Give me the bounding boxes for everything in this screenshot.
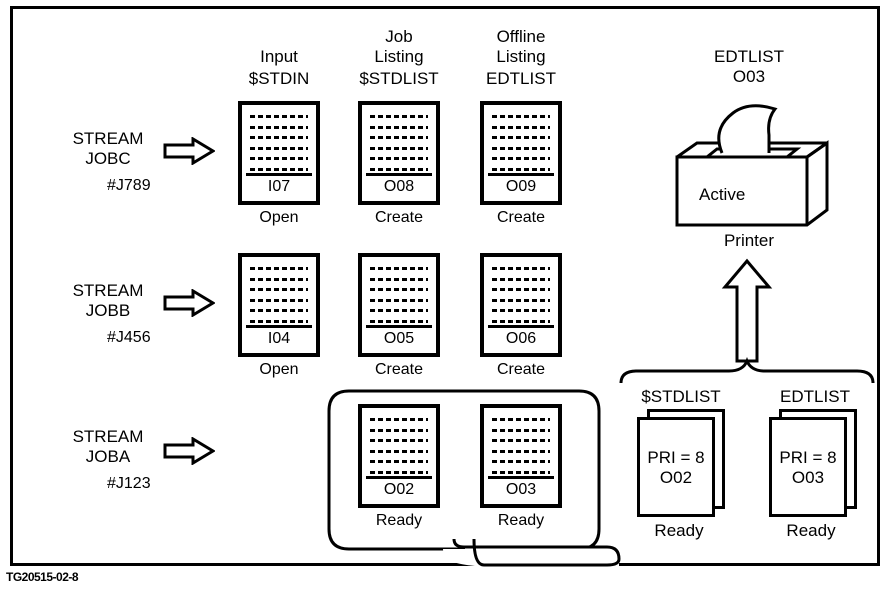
doc-lines-icon [370, 267, 428, 323]
doc-r2-offline: O06 [480, 253, 562, 357]
stack-line2: O02 [660, 468, 692, 487]
arrow-icon-3 [163, 437, 215, 465]
stream-label-2: STREAM JOBB [53, 281, 163, 320]
stack-line2: O03 [792, 468, 824, 487]
docstack-right: PRI = 8 O03 [769, 417, 859, 521]
col-sub-input: $STDIN [224, 69, 334, 89]
stream-name: STREAM [73, 427, 144, 446]
printer-title-l1: EDTLIST [714, 47, 784, 66]
stream-label-1: STREAM JOBC [53, 129, 163, 168]
doc-lines-icon [250, 267, 308, 323]
doc-status: Create [349, 361, 449, 379]
doc-r1-offline: O09 [480, 101, 562, 205]
doc-r2-joblist: O05 [358, 253, 440, 357]
doc-id: O06 [488, 325, 554, 349]
docstack-left: PRI = 8 O02 [637, 417, 727, 521]
brace-icon [617, 357, 877, 387]
doc-status: Create [349, 209, 449, 227]
stream-name: STREAM [73, 129, 144, 148]
docstack-front: PRI = 8 O02 [637, 417, 715, 517]
doc-lines-icon [250, 115, 308, 171]
col-subtitle: $STDIN [249, 69, 309, 88]
printer-status: Active [699, 185, 745, 205]
printer-label: Printer [689, 231, 809, 251]
doc-status: Create [471, 361, 571, 379]
doc-id: O08 [366, 173, 432, 197]
doc-id: O05 [366, 325, 432, 349]
doc-r2-input: I04 [238, 253, 320, 357]
arrow-icon-1 [163, 137, 215, 165]
col-subtitle: $STDLIST [359, 69, 438, 88]
stack-line1: PRI = 8 [779, 448, 836, 467]
stack-header-right: EDTLIST [755, 387, 875, 407]
doc-r3-joblist: O02 [358, 404, 440, 508]
jobnum-1: #J789 [107, 177, 151, 195]
stream-name: STREAM [73, 281, 144, 300]
doc-lines-icon [492, 115, 550, 171]
col-sub-offline: EDTLIST [466, 69, 576, 89]
doc-status: Ready [349, 512, 449, 530]
doc-lines-icon [492, 418, 550, 474]
col-title-l2: Listing [374, 47, 423, 66]
col-title-l1: Offline [497, 27, 546, 46]
doc-id: O09 [488, 173, 554, 197]
stack-header-left: $STDLIST [621, 387, 741, 407]
figure-caption: TG20515-02-8 [6, 570, 78, 584]
doc-lines-icon [370, 418, 428, 474]
doc-r1-input: I07 [238, 101, 320, 205]
stack-status-right: Ready [761, 521, 861, 541]
stack-line1: PRI = 8 [647, 448, 704, 467]
col-header-input: Input [224, 47, 334, 67]
printer-title-l2: O03 [733, 67, 765, 86]
docstack-front: PRI = 8 O03 [769, 417, 847, 517]
col-sub-joblist: $STDLIST [344, 69, 454, 89]
diagram-frame: Input $STDIN Job Listing $STDLIST Offlin… [10, 6, 880, 566]
stack-status-left: Ready [629, 521, 729, 541]
stream-job: JOBB [86, 301, 130, 320]
jobnum-3: #J123 [107, 475, 151, 493]
doc-id: I07 [246, 173, 312, 197]
col-title-l2: Listing [496, 47, 545, 66]
doc-id: O02 [366, 476, 432, 500]
printer-icon [657, 95, 837, 235]
stream-label-3: STREAM JOBA [53, 427, 163, 466]
jobnum-2: #J456 [107, 329, 151, 347]
col-header-offline: Offline Listing [466, 27, 576, 66]
col-title: Input [260, 47, 298, 66]
col-header-joblist: Job Listing [344, 27, 454, 66]
doc-r1-joblist: O08 [358, 101, 440, 205]
col-subtitle: EDTLIST [486, 69, 556, 88]
doc-lines-icon [370, 115, 428, 171]
doc-r3-offline: O03 [480, 404, 562, 508]
stream-job: JOBA [86, 447, 130, 466]
doc-status: Ready [471, 512, 571, 530]
up-arrow-icon [719, 257, 775, 365]
doc-status: Open [229, 361, 329, 379]
doc-status: Create [471, 209, 571, 227]
doc-lines-icon [492, 267, 550, 323]
doc-status: Open [229, 209, 329, 227]
arrow-icon-2 [163, 289, 215, 317]
doc-id: I04 [246, 325, 312, 349]
doc-id: O03 [488, 476, 554, 500]
printer-title: EDTLIST O03 [679, 47, 819, 86]
col-title-l1: Job [385, 27, 412, 46]
stream-job: JOBC [85, 149, 130, 168]
